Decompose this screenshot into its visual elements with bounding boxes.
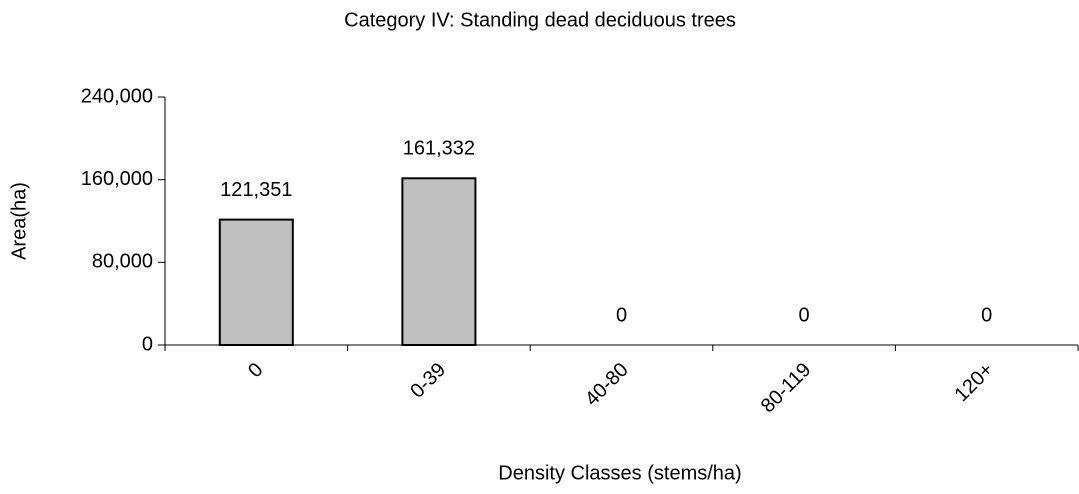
x-tick-label: 80-119 (757, 359, 816, 418)
chart-title: Category IV: Standing dead deciduous tre… (344, 9, 736, 31)
data-label: 0 (981, 304, 992, 326)
bar (218, 218, 294, 347)
y-axis-label: Area(ha) (8, 182, 30, 260)
data-label: 161,332 (403, 138, 475, 160)
x-tick-label: 40-80 (581, 359, 633, 411)
y-tick-label: 160,000 (81, 168, 153, 190)
x-tick-label: 0 (244, 359, 267, 382)
y-tick-label: 0 (142, 333, 153, 355)
y-tick-label: 240,000 (81, 85, 153, 107)
data-label: 0 (616, 304, 627, 326)
bar (401, 177, 477, 346)
x-tick-label: 120+ (951, 359, 998, 406)
x-axis-label: Density Classes (stems/ha) (498, 462, 741, 484)
x-tick-label: 0-39 (406, 359, 450, 403)
y-tick-label: 80,000 (92, 251, 153, 273)
data-label: 0 (799, 304, 810, 326)
data-label: 121,351 (220, 179, 292, 201)
